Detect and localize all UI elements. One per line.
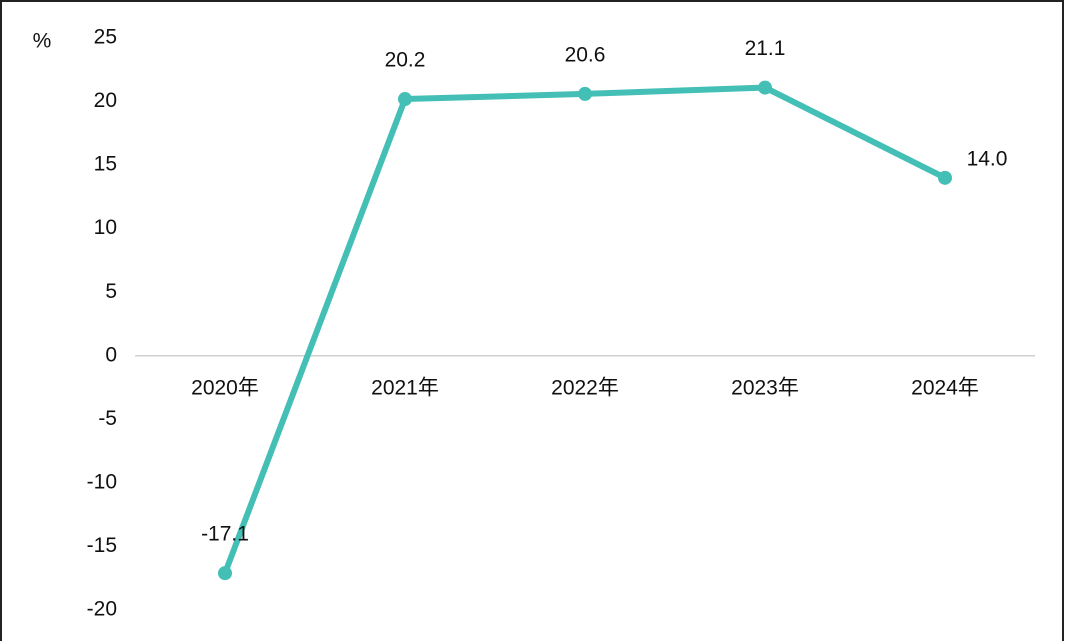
data-point [578,86,592,101]
y-tick-label: 15 [94,153,117,176]
data-line [222,84,947,575]
y-tick-label: 0 [105,343,117,366]
y-tick-label: 5 [105,280,117,303]
y-tick-label: -15 [87,534,117,557]
y-tick-label: -5 [98,407,117,430]
data-point [758,80,772,95]
y-axis-label: % [33,30,52,53]
data-label: 21.1 [745,37,786,60]
x-tick-label: 2022年 [551,376,619,399]
x-tick-label: 2020年 [191,376,259,399]
y-tick-label: 25 [94,26,117,49]
x-tick-label: 2023年 [731,376,799,399]
data-point [218,566,232,581]
data-point [398,92,412,107]
data-label: 20.2 [385,49,426,72]
y-tick-label: -20 [87,598,117,621]
data-point [938,170,952,185]
y-tick-label: 10 [94,216,117,239]
y-tick-label: -10 [87,470,117,493]
data-label: 20.6 [565,43,606,66]
data-label: -17.1 [201,523,249,546]
x-tick-label: 2021年 [371,376,439,399]
x-tick-label: 2024年 [911,376,979,399]
data-label: 14.0 [967,147,1008,170]
y-tick-label: 20 [94,89,117,112]
